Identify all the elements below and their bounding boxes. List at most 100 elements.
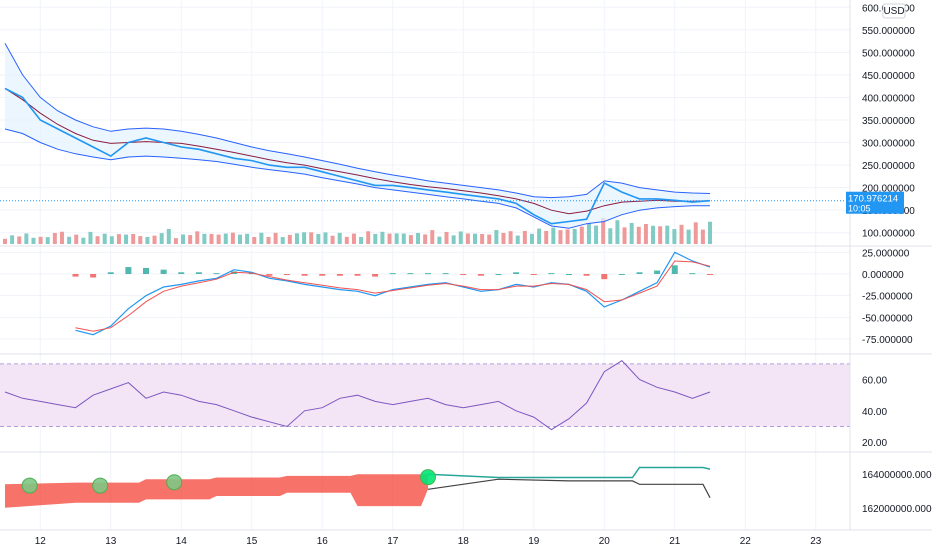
volume-bar (188, 235, 193, 244)
time-tick-label: 16 (317, 536, 329, 547)
bollinger-lower-band (4, 128, 710, 229)
macd-histogram-bar (425, 273, 431, 275)
bottom-upper-line (427, 466, 711, 479)
volume-bar (216, 234, 221, 244)
macd-histogram-bar (143, 267, 149, 274)
time-tick-label: 19 (528, 536, 540, 547)
macd-histogram-bar (530, 274, 537, 275)
rsi-pane[interactable] (0, 360, 850, 431)
macd-histogram-bar (583, 274, 590, 276)
signal-marker (21, 477, 38, 494)
volume-bar (24, 233, 29, 244)
volume-bar (337, 232, 342, 244)
volume-bar (537, 228, 542, 244)
macd-pane[interactable] (72, 251, 714, 336)
volume-bar (473, 233, 477, 244)
pane-separators (0, 0, 932, 531)
volume-bar (31, 237, 36, 244)
macd-histogram-bar (284, 274, 290, 275)
time-axis[interactable]: 12 13 14 15 16 17 18 19 20 21 22 23 (35, 536, 822, 547)
volume-bar (565, 229, 570, 244)
macd-histogram-bar (248, 273, 255, 275)
volume-bar (651, 225, 656, 244)
volume-bar (95, 236, 100, 244)
volume-bar (579, 226, 584, 244)
volume-bar (544, 230, 549, 244)
volume-bar (601, 218, 606, 244)
rsi-line (4, 360, 711, 431)
volume-bar (629, 222, 634, 244)
volume-bar (88, 231, 93, 244)
volume-bar (373, 234, 378, 244)
macd-histogram-bar (266, 274, 273, 276)
macd-histogram-bar (442, 273, 449, 275)
last-price-time: 10:05 (848, 204, 871, 214)
macd-histogram-bar (689, 273, 696, 275)
volume-bar (181, 234, 186, 244)
bottom-lower-line (427, 478, 711, 498)
volume-bar (74, 234, 79, 244)
volume-bar (458, 231, 463, 244)
volume-bar (109, 236, 114, 244)
volume-bar (152, 235, 157, 244)
volume-bar (309, 232, 314, 244)
volume-bar (451, 235, 456, 244)
volume-bar (38, 236, 43, 244)
volume-bar (380, 231, 385, 244)
macd-histogram-bar (460, 274, 467, 275)
volume-bar (708, 221, 712, 244)
volume-bar (273, 232, 278, 244)
macd-histogram-bar (618, 274, 625, 275)
last-price-badge: 170.976214 10:05 (846, 191, 904, 214)
volume-bar (636, 226, 641, 244)
volume-bar (658, 226, 663, 244)
macd-histogram-bar (72, 274, 79, 277)
macd-histogram-bar (389, 273, 396, 275)
bottom-pane[interactable] (5, 466, 711, 508)
macd-histogram-bar (90, 274, 97, 278)
bottom-tick-label: 164000000.000000 (862, 470, 932, 481)
volume-bar (387, 233, 392, 244)
volume-bar (508, 231, 513, 244)
volume-bar (245, 233, 250, 244)
volume-bar (131, 233, 136, 244)
time-tick-label: 14 (176, 536, 188, 547)
volume-bar (302, 232, 307, 244)
macd-histogram-bar (301, 274, 308, 276)
time-tick-label: 15 (246, 536, 258, 547)
time-tick-label: 22 (740, 536, 752, 547)
volume-bar (52, 232, 57, 244)
volume-bar (501, 232, 506, 244)
volume-bar (266, 236, 271, 244)
grid (0, 0, 850, 530)
volume-bar (359, 237, 364, 244)
volume-bar (145, 236, 150, 244)
volume-bar (17, 236, 22, 244)
volume-bar (615, 220, 620, 244)
volume-bar (522, 231, 527, 244)
volume-bar (679, 224, 684, 244)
time-tick-label: 17 (387, 536, 399, 547)
macd-tick-label: 25.000000 (862, 248, 910, 259)
macd-histogram-bar (354, 274, 361, 276)
volume-bar (465, 233, 470, 244)
volume-bar (159, 233, 164, 244)
time-tick-label: 23 (810, 536, 822, 547)
price-tick-label: 500.000000 (862, 48, 915, 59)
price-axis[interactable]: 600.000000550.000000500.000000450.000000… (862, 3, 932, 515)
currency-badge[interactable]: USD (882, 3, 906, 19)
signal-markers (21, 469, 436, 494)
price-pane[interactable] (0, 43, 848, 244)
price-tick-label: 300.000000 (862, 139, 915, 150)
macd-histogram-bar (601, 274, 608, 280)
macd-line (75, 251, 711, 336)
volume-bar (45, 237, 50, 244)
volume-bar (138, 236, 143, 244)
volume-bar (230, 232, 235, 244)
volume-bar (480, 233, 485, 244)
volume-bar (423, 234, 428, 244)
rsi-tick-label: 20.00 (862, 438, 887, 449)
macd-histogram-bar (495, 274, 502, 275)
volume-bar (529, 233, 534, 244)
